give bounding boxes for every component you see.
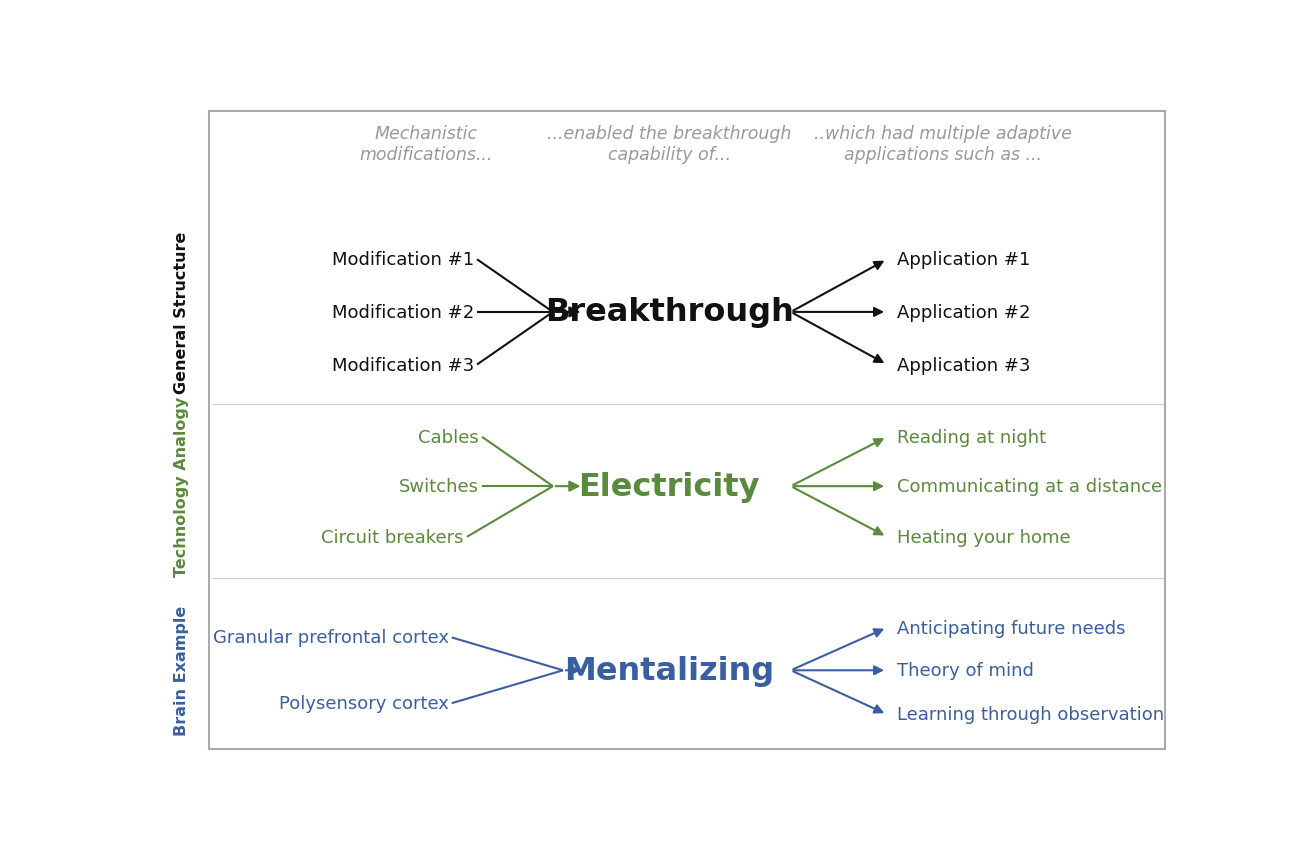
Text: Granular prefrontal cortex: Granular prefrontal cortex: [213, 629, 449, 647]
Text: Heating your home: Heating your home: [897, 528, 1071, 546]
Text: ...enabled the breakthrough
capability of...: ...enabled the breakthrough capability o…: [547, 125, 791, 164]
Text: Polysensory cortex: Polysensory cortex: [278, 694, 449, 712]
Text: Theory of mind: Theory of mind: [897, 662, 1034, 680]
FancyBboxPatch shape: [209, 113, 1165, 749]
Text: Communicating at a distance: Communicating at a distance: [897, 478, 1162, 496]
Text: Electricity: Electricity: [579, 471, 760, 502]
Text: Learning through observation: Learning through observation: [897, 705, 1164, 723]
Text: Modification #1: Modification #1: [332, 251, 474, 269]
Text: Application #1: Application #1: [897, 251, 1030, 269]
Text: Switches: Switches: [400, 478, 479, 496]
Text: Anticipating future needs: Anticipating future needs: [897, 618, 1126, 637]
Text: Mentalizing: Mentalizing: [564, 655, 774, 686]
Text: Breakthrough: Breakthrough: [545, 297, 794, 328]
Text: Technology Analogy: Technology Analogy: [174, 397, 189, 577]
Text: Mechanistic
modifications...: Mechanistic modifications...: [359, 125, 494, 164]
Text: Reading at night: Reading at night: [897, 428, 1046, 446]
Text: Application #2: Application #2: [897, 304, 1030, 322]
Text: Modification #2: Modification #2: [332, 304, 474, 322]
Text: ..which had multiple adaptive
applications such as ...: ..which had multiple adaptive applicatio…: [814, 125, 1071, 164]
Text: Circuit breakers: Circuit breakers: [321, 528, 464, 546]
Text: Modification #3: Modification #3: [332, 356, 474, 374]
Text: Brain Example: Brain Example: [174, 606, 189, 735]
Text: Cables: Cables: [418, 428, 479, 446]
Text: Application #3: Application #3: [897, 356, 1030, 374]
Text: General Structure: General Structure: [174, 231, 189, 393]
